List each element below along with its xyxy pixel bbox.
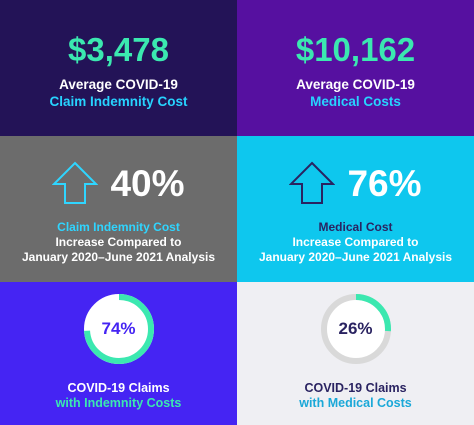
- medical-increase-row: 76%: [237, 161, 474, 205]
- progress-ring: [83, 294, 154, 364]
- medical-increase-line2: Increase Compared to: [292, 235, 419, 249]
- claims-indemnity-line1: COVID-19 Claims: [67, 381, 170, 395]
- indemnity-cost-tile: $3,478 Average COVID-19 Claim Indemnity …: [0, 0, 237, 136]
- claims-indemnity-percent: 74%: [101, 319, 136, 338]
- medical-cost-sublabel: Medical Costs: [310, 94, 401, 109]
- indemnity-increase-line2: Increase Compared to: [55, 235, 182, 249]
- indemnity-cost-value: $3,478: [68, 31, 169, 68]
- arrow-up-icon: [52, 161, 99, 204]
- claims-medical-percent: 26%: [338, 319, 373, 338]
- claims-indemnity-tile: 74% COVID-19 Claims with Indemnity Costs: [0, 282, 237, 425]
- medical-increase-percent: 76%: [347, 162, 422, 204]
- claims-medical-caption: COVID-19 Claims with Medical Costs: [237, 381, 474, 411]
- indemnity-increase-row: 40%: [0, 161, 237, 205]
- indemnity-cost-sublabel: Claim Indemnity Cost: [49, 94, 188, 109]
- indemnity-increase-tile: 40% Claim Indemnity Cost Increase Compar…: [0, 136, 237, 282]
- progress-ring: [320, 294, 391, 364]
- indemnity-increase-line1: Claim Indemnity Cost: [57, 220, 180, 234]
- claims-medical-line1: COVID-19 Claims: [304, 381, 407, 395]
- arrow-up-icon: [289, 161, 336, 204]
- indemnity-increase-description: Claim Indemnity Cost Increase Compared t…: [0, 220, 237, 265]
- medical-increase-line1: Medical Cost: [318, 220, 393, 234]
- ring-progress-arc: [320, 294, 391, 364]
- medical-increase-line3: January 2020–June 2021 Analysis: [258, 250, 452, 264]
- medical-increase-description: Medical Cost Increase Compared to Januar…: [237, 220, 474, 265]
- claims-indemnity-line2: with Indemnity Costs: [55, 396, 182, 410]
- medical-cost-tile: $10,162 Average COVID-19 Medical Costs: [237, 0, 474, 136]
- claims-indemnity-caption: COVID-19 Claims with Indemnity Costs: [0, 381, 237, 411]
- indemnity-cost-label: Average COVID-19: [59, 77, 178, 92]
- medical-increase-tile: 76% Medical Cost Increase Compared to Ja…: [237, 136, 474, 282]
- medical-cost-label: Average COVID-19: [296, 77, 415, 92]
- medical-cost-value: $10,162: [295, 31, 416, 68]
- claims-medical-tile: 26% COVID-19 Claims with Medical Costs: [237, 282, 474, 425]
- claims-medical-line2: with Medical Costs: [299, 396, 412, 410]
- claims-indemnity-ring: 74%: [83, 293, 155, 365]
- ring-progress-arc: [83, 294, 154, 364]
- indemnity-increase-percent: 40%: [110, 162, 185, 204]
- claims-medical-ring: 26%: [320, 293, 392, 365]
- indemnity-increase-line3: January 2020–June 2021 Analysis: [21, 250, 215, 264]
